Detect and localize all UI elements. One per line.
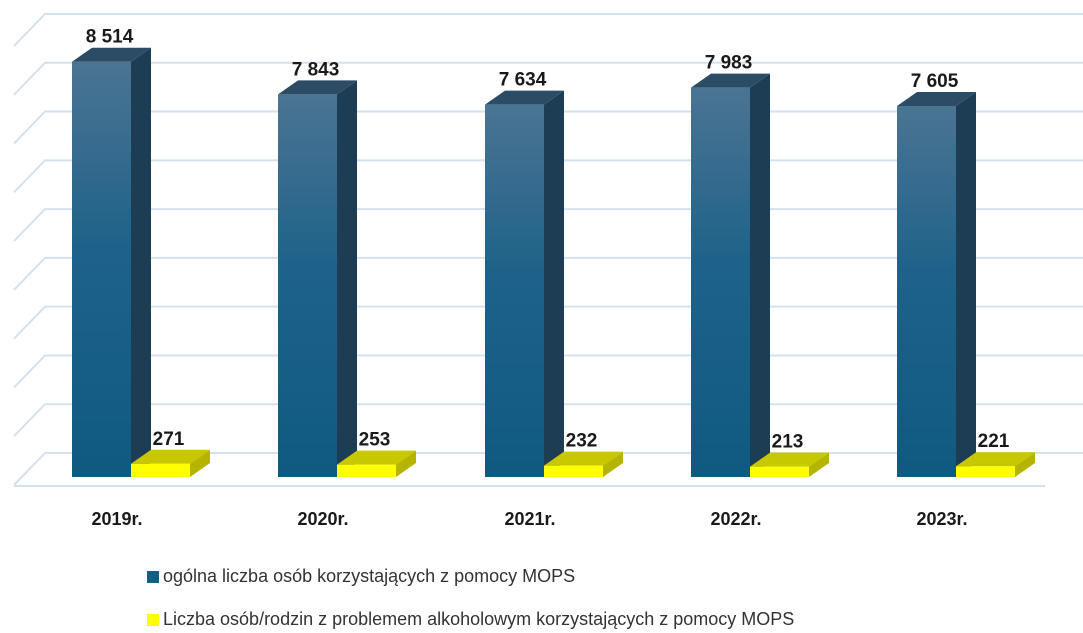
- data-label: 7 605: [911, 71, 959, 92]
- grid-line: [13, 61, 1083, 96]
- bar-side: [1015, 452, 1035, 477]
- bar-top: [72, 47, 151, 62]
- bar-side: [190, 449, 210, 477]
- bar-side: [956, 92, 976, 478]
- bar-top: [750, 452, 829, 467]
- bar-top: [131, 449, 210, 464]
- bar-front: [72, 61, 131, 478]
- data-label: 7 983: [705, 53, 753, 74]
- bar-front: [131, 463, 190, 477]
- bar: [691, 73, 770, 478]
- bar-front: [750, 466, 809, 477]
- bar: [131, 449, 210, 477]
- bar-side: [544, 90, 564, 478]
- data-label: 253: [359, 430, 391, 451]
- bar-top: [337, 450, 416, 465]
- bar-side: [603, 451, 623, 477]
- bar: [956, 452, 1035, 477]
- bar: [72, 47, 151, 478]
- bar-side: [809, 452, 829, 477]
- bar-front: [485, 104, 544, 478]
- bar: [544, 451, 623, 477]
- data-label: 232: [566, 431, 598, 452]
- bar-top: [691, 73, 770, 88]
- grid-line: [13, 13, 1083, 47]
- data-label: 213: [772, 432, 804, 453]
- bar: [750, 452, 829, 477]
- bar-front: [544, 465, 603, 477]
- bar-front: [691, 87, 750, 478]
- legend-label: ogólna liczba osób korzystających z pomo…: [163, 566, 575, 586]
- bar-top: [485, 90, 564, 105]
- legend-swatch: [147, 571, 159, 583]
- bar-side: [750, 73, 770, 478]
- x-tick-label: 2022r.: [710, 509, 761, 529]
- bar-front: [278, 94, 337, 478]
- bar-side: [396, 450, 416, 477]
- data-label: 7 843: [292, 59, 340, 80]
- bar-top: [956, 452, 1035, 467]
- x-tick-label: 2021r.: [504, 509, 555, 529]
- x-tick-label: 2019r.: [91, 509, 142, 529]
- bar: [897, 92, 976, 478]
- legend-swatch: [147, 614, 159, 626]
- bar-top: [544, 451, 623, 466]
- bar: [337, 450, 416, 477]
- bar-front: [956, 466, 1015, 477]
- bar-front: [337, 464, 396, 477]
- bar: [485, 90, 564, 478]
- bar-top: [897, 92, 976, 107]
- data-label: 7 634: [499, 70, 547, 91]
- legend-label: Liczba osób/rodzin z problemem alkoholow…: [163, 609, 794, 629]
- data-label: 271: [153, 429, 185, 450]
- bar-front: [897, 106, 956, 478]
- bar-top: [278, 80, 357, 95]
- bar: [278, 80, 357, 478]
- x-tick-label: 2020r.: [297, 509, 348, 529]
- bar-side: [337, 80, 357, 478]
- x-tick-label: 2023r.: [916, 509, 967, 529]
- data-label: 8 514: [86, 27, 134, 48]
- bar-side: [131, 47, 151, 478]
- data-label: 221: [978, 431, 1010, 452]
